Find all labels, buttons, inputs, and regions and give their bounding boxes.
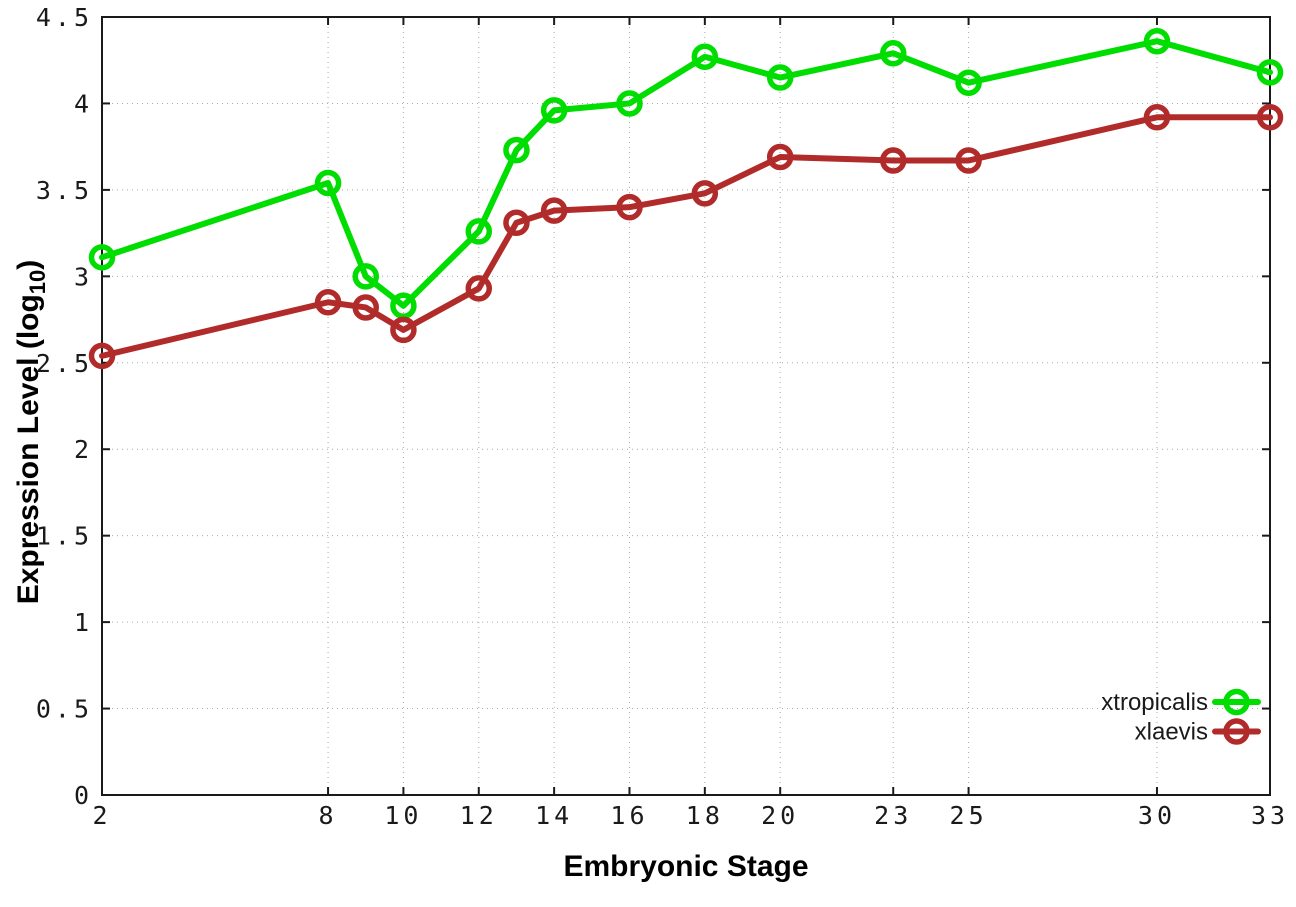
legend-entry-xlaevis: xlaevis	[1135, 718, 1261, 746]
series-xlaevis-point	[879, 147, 907, 174]
tick-marks	[101, 16, 1271, 796]
x-axis-tick-label: 23	[874, 801, 912, 830]
x-axis-tick-label: 33	[1251, 801, 1289, 830]
series-xlaevis-point	[955, 147, 982, 174]
legend-sample-marker	[1223, 718, 1250, 745]
series-xlaevis-point	[540, 197, 568, 224]
legend-sample-marker	[1223, 688, 1250, 716]
y-axis-tick-label: 0	[74, 781, 93, 810]
x-axis-tick-label: 2	[92, 801, 111, 830]
y-tick-labels: 0 0.5 1 1.5 2 2.5 3 3.5 4 4.5	[36, 3, 93, 810]
x-axis-title: Embryonic Stage	[563, 850, 808, 883]
x-axis-tick-label: 18	[686, 801, 724, 830]
x-axis-tick-label: 25	[950, 801, 988, 830]
series-xtropicalis-point	[1256, 59, 1284, 86]
x-axis-tick-label: 12	[460, 801, 498, 830]
series-xlaevis-point	[88, 342, 116, 370]
y-axis-tick-label: 2.5	[36, 349, 93, 378]
series-xtropicalis-point	[616, 90, 643, 117]
series-xtropicalis-point	[766, 64, 794, 91]
legend-label-xlaevis: xlaevis	[1135, 719, 1208, 746]
series-xtropicalis-point	[691, 43, 719, 71]
x-axis-tick-label: 8	[319, 801, 338, 830]
series-xlaevis-point	[503, 209, 530, 236]
series-xtropicalis-point	[879, 40, 907, 67]
y-axis-tick-label: 4	[74, 89, 93, 118]
series-xlaevis-point	[314, 289, 342, 316]
series-xtropicalis-point	[540, 97, 568, 124]
series-xtropicalis-point	[88, 244, 116, 271]
legend-entry-xtropicalis: xtropicalis	[1101, 688, 1261, 716]
x-axis-tick-label: 20	[761, 801, 799, 830]
series-xtropicalis-point	[390, 292, 417, 319]
legend-label-xtropicalis: xtropicalis	[1101, 689, 1208, 716]
y-axis-tick-label: 1	[74, 608, 93, 637]
y-axis-tick-label: 4.5	[36, 3, 93, 32]
series-xlaevis-point	[616, 193, 643, 221]
x-tick-labels: 2 8 10 12 14 16 18 20 23 25 30 33	[92, 801, 1289, 830]
y-axis-tick-label: 0.5	[36, 695, 93, 724]
series-xlaevis-point	[1143, 104, 1171, 131]
series-xlaevis-point	[691, 180, 719, 207]
x-axis-tick-label: 14	[535, 801, 573, 830]
series-xlaevis-line	[99, 114, 1273, 359]
series-xlaevis-point	[766, 143, 794, 171]
y-axis-tick-label: 3	[74, 262, 93, 291]
x-axis-tick-label: 16	[610, 801, 648, 830]
x-axis-tick-label: 30	[1138, 801, 1176, 830]
legend: xtropicalis xlaevis	[1101, 688, 1261, 746]
series-xlaevis-point	[465, 275, 493, 302]
series-xtropicalis	[88, 27, 1284, 319]
series-xtropicalis-point	[314, 169, 342, 197]
series-xtropicalis-point	[465, 218, 493, 245]
series-xlaevis-point	[1256, 104, 1284, 131]
y-axis-tick-label: 2	[74, 435, 93, 464]
y-axis-tick-label: 3.5	[36, 176, 93, 205]
x-axis-tick-label: 10	[384, 801, 422, 830]
series-xlaevis	[88, 104, 1284, 370]
series-xtropicalis-point	[503, 136, 530, 164]
series-xtropicalis-point	[352, 263, 379, 290]
series-xtropicalis-line	[99, 38, 1273, 309]
series-xtropicalis-point	[1143, 27, 1171, 55]
series-xlaevis-point	[352, 294, 379, 321]
plot-border	[101, 16, 1271, 796]
series-xlaevis-point	[390, 316, 417, 344]
series-xtropicalis-point	[955, 69, 982, 96]
y-axis-title: Expression Level (log10)	[12, 260, 50, 605]
y-axis-tick-label: 1.5	[36, 522, 93, 551]
